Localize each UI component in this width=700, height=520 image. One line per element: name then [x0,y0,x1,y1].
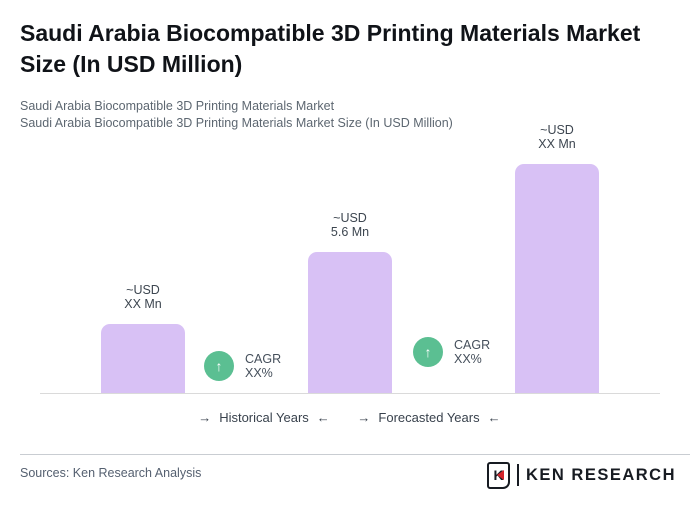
left-arrow-icon: ← [487,410,501,425]
logo-red-wedge-icon [497,470,504,480]
logo-separator [517,464,519,486]
subtitle-line-2: Saudi Arabia Biocompatible 3D Printing M… [20,116,453,130]
chart-subtitle: Saudi Arabia Biocompatible 3D Printing M… [20,98,453,132]
footer-divider [20,454,690,455]
subtitle-line-1: Saudi Arabia Biocompatible 3D Printing M… [20,99,335,113]
x-axis-group-label: Historical Years [219,410,309,425]
logo-wordmark: KEN RESEARCH [526,465,677,484]
bar-value-label: ~USD XX Mn [538,123,576,151]
logo-k-shield-icon: K [487,461,510,489]
x-axis-group-historical: → Historical Years ← [154,410,374,425]
ken-research-logo: K KEN RESEARCH [487,461,676,489]
page-title: Saudi Arabia Biocompatible 3D Printing M… [20,20,641,77]
cagr-label: CAGR XX% [245,352,282,380]
x-axis-group-label: Forecasted Years [378,410,480,425]
bar-forecast [515,164,599,393]
right-arrow-icon: → [357,410,371,425]
left-arrow-icon: ← [316,410,330,425]
cagr-label: CAGR XX% [454,338,491,366]
bar-historical [101,324,185,393]
sources-text: Sources: Ken Research Analysis [20,466,202,480]
growth-up-arrow-icon: ↑ [204,351,234,381]
x-axis-line [40,393,660,394]
x-axis-group-forecasted: → Forecasted Years ← [319,410,539,425]
growth-up-arrow-icon: ↑ [413,337,443,367]
bar-value-label: ~USD XX Mn [124,283,162,311]
bar-base-year [308,252,392,393]
right-arrow-icon: → [198,410,212,425]
bar-value-label: ~USD 5.6 Mn [330,211,370,239]
cagr-annotation: ↑ CAGR XX% [204,351,281,381]
cagr-annotation: ↑ CAGR XX% [413,337,490,367]
